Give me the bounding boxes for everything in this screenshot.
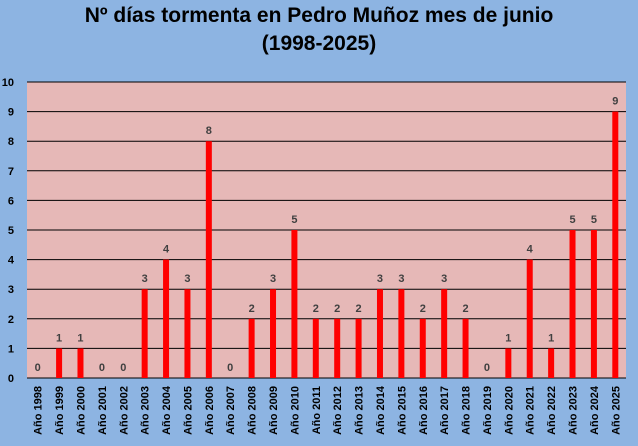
x-tick-label: Año 2020	[503, 386, 515, 435]
x-tick-label: Año 2008	[247, 386, 259, 435]
x-tick-label: Año 2011	[311, 386, 323, 434]
y-tick-label: 8	[8, 136, 14, 148]
x-tick-label: Año 2006	[204, 386, 216, 435]
bar	[441, 289, 448, 378]
bar	[590, 230, 597, 378]
x-tick-label: Año 2001	[97, 386, 109, 435]
x-tick-label: Año 2019	[482, 386, 494, 435]
chart-title-line2: (1998-2025)	[261, 32, 377, 55]
y-tick-label: 4	[8, 255, 15, 267]
x-tick-label: Año 1999	[54, 386, 66, 435]
data-label: 2	[334, 303, 340, 315]
data-label: 3	[270, 273, 276, 285]
x-tick-label: Año 2016	[418, 386, 430, 435]
bar	[312, 318, 319, 378]
x-tick-label: Año 2018	[461, 386, 473, 435]
data-label: 4	[163, 244, 170, 256]
x-tick-label: Año 2004	[161, 385, 173, 435]
x-tick-label: Año 2023	[568, 386, 580, 435]
data-label: 0	[227, 362, 233, 374]
x-tick-label: Año 2005	[182, 386, 194, 435]
bar	[398, 289, 405, 378]
x-tick-label: Año 2003	[140, 386, 152, 435]
x-tick-label: Año 1998	[33, 386, 45, 435]
bar	[56, 348, 63, 378]
y-tick-label: 6	[8, 195, 14, 207]
data-label: 2	[313, 303, 319, 315]
x-tick-label: Año 2025	[610, 386, 622, 435]
data-label: 9	[612, 96, 618, 108]
data-label: 3	[142, 273, 148, 285]
x-tick-label: Año 2012	[332, 386, 344, 435]
data-label: 3	[184, 273, 190, 285]
bar	[526, 259, 533, 378]
data-label: 5	[569, 214, 575, 226]
bar	[376, 289, 383, 378]
data-label: 3	[377, 273, 383, 285]
y-tick-label: 10	[2, 77, 14, 89]
bar	[184, 289, 191, 378]
data-label: 2	[462, 303, 468, 315]
x-tick-label: Año 2014	[375, 385, 387, 435]
data-label: 1	[548, 332, 554, 344]
data-label: 2	[420, 303, 426, 315]
bar	[248, 318, 255, 378]
bar	[355, 318, 362, 378]
x-tick-label: Año 2007	[225, 386, 237, 435]
x-tick-label: Año 2010	[289, 386, 301, 435]
x-tick-label: Año 2021	[525, 386, 537, 435]
y-tick-label: 7	[8, 166, 14, 178]
data-label: 1	[77, 332, 83, 344]
x-tick-label: Año 2009	[268, 386, 280, 435]
x-tick-label: Año 2013	[354, 386, 366, 435]
bar	[419, 318, 426, 378]
x-tick-label: Año 2022	[546, 386, 558, 435]
y-tick-label: 2	[8, 314, 14, 326]
bar	[291, 230, 298, 378]
y-tick-label: 1	[8, 343, 14, 355]
bar	[462, 318, 469, 378]
y-tick-label: 3	[8, 284, 14, 296]
data-label: 0	[120, 362, 126, 374]
data-label: 1	[505, 332, 511, 344]
data-label: 0	[484, 362, 490, 374]
chart-title: Nº días tormenta en Pedro Muñoz mes de j…	[0, 2, 638, 58]
chart-title-line1: Nº días tormenta en Pedro Muñoz mes de j…	[84, 4, 554, 27]
x-tick-label: Año 2015	[396, 386, 408, 435]
y-tick-label: 0	[8, 373, 14, 385]
data-label: 1	[56, 332, 62, 344]
bar	[334, 318, 341, 378]
x-tick-label: Año 2017	[439, 386, 451, 435]
y-tick-label: 5	[8, 225, 14, 237]
bar	[141, 289, 148, 378]
data-label: 2	[356, 303, 362, 315]
data-label: 4	[527, 244, 534, 256]
data-label: 0	[99, 362, 105, 374]
bar	[548, 348, 555, 378]
bar	[612, 111, 619, 378]
x-tick-label: Año 2024	[589, 385, 601, 435]
data-label: 0	[35, 362, 41, 374]
data-label: 2	[249, 303, 255, 315]
bar	[77, 348, 84, 378]
data-label: 5	[291, 214, 297, 226]
bar	[163, 259, 170, 378]
data-label: 5	[591, 214, 597, 226]
bar	[205, 141, 212, 378]
y-tick-label: 9	[8, 107, 14, 119]
data-label: 3	[398, 273, 404, 285]
x-tick-label: Año 2002	[118, 386, 130, 435]
x-tick-label: Año 2000	[75, 386, 87, 435]
bar	[569, 230, 576, 378]
bar	[505, 348, 512, 378]
data-label: 8	[206, 125, 212, 137]
bar	[270, 289, 277, 378]
data-label: 3	[441, 273, 447, 285]
